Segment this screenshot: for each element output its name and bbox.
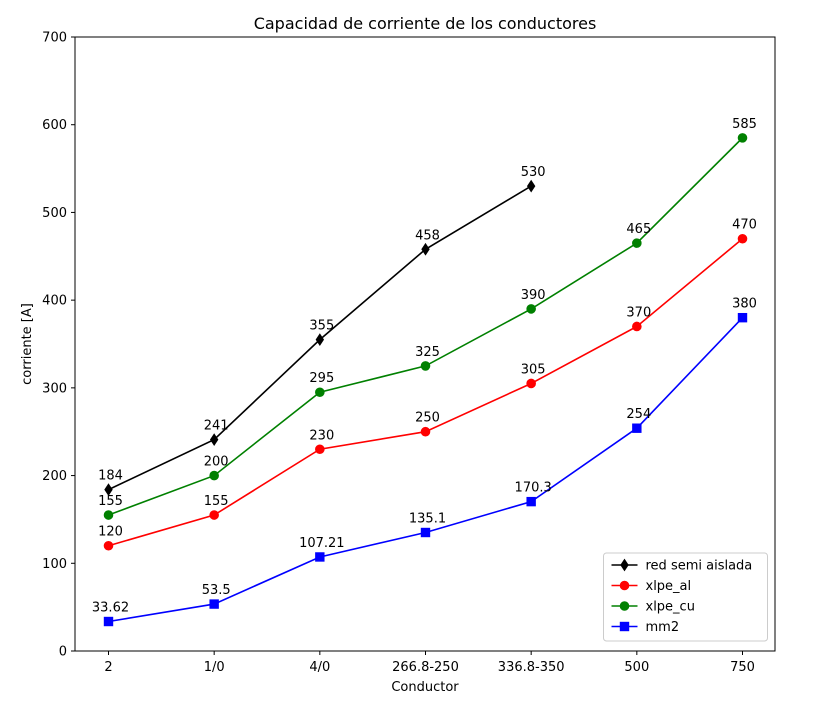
x-tick-label: 1/0 [204, 660, 225, 675]
data-point-xlpe-al [526, 378, 536, 389]
data-label-red-semi-aislada: 530 [521, 165, 546, 180]
data-label-red-semi-aislada: 241 [204, 419, 229, 434]
data-point-red-semi-aislada [315, 333, 325, 347]
series-mm2: 33.62 53.5 107.21 135.1 170.3 254 380 [92, 297, 757, 627]
data-label-xlpe-cu: 390 [521, 288, 546, 303]
x-tick-label: 4/0 [309, 660, 330, 675]
y-tick-label: 0 [59, 645, 67, 660]
data-point-mm2 [103, 616, 114, 627]
data-point-xlpe-al [315, 444, 325, 455]
data-point-xlpe-cu [420, 361, 431, 371]
data-point-xlpe-al [209, 510, 219, 520]
data-point-xlpe-al [737, 233, 748, 244]
x-tick-label: 266.8-250 [392, 660, 459, 675]
data-label-mm2: 170.3 [515, 481, 552, 496]
series-red-semi-aislada: 184 241 355 458 530 [98, 165, 546, 497]
data-label-mm2: 107.21 [299, 536, 345, 551]
data-point-mm2 [315, 552, 325, 562]
x-tick-label: 336.8-350 [498, 660, 565, 675]
series-xlpe-al: 120 155 230 250 305 370 470 [98, 218, 757, 551]
data-point-mm2 [737, 312, 748, 323]
legend-marker-xlpe-al [619, 580, 630, 591]
legend-label-mm2: mm2 [646, 620, 680, 635]
data-label-xlpe-cu: 200 [204, 455, 229, 470]
data-label-xlpe-al: 155 [204, 494, 229, 509]
data-label-xlpe-al: 370 [626, 305, 651, 320]
legend-label-red-semi-aislada: red semi aislada [646, 559, 753, 574]
data-point-xlpe-cu [209, 470, 219, 481]
data-point-xlpe-al [420, 426, 431, 437]
y-tick-label: 600 [42, 118, 67, 133]
data-label-xlpe-cu: 585 [732, 117, 757, 132]
x-tick-label: 750 [730, 660, 755, 675]
data-point-mm2 [526, 496, 536, 507]
data-point-xlpe-cu [737, 133, 748, 143]
legend-marker-xlpe-cu [619, 601, 630, 611]
data-point-xlpe-cu [315, 387, 325, 398]
data-label-xlpe-al: 120 [98, 525, 123, 540]
plot-frame [74, 36, 776, 652]
data-point-xlpe-cu [103, 510, 114, 520]
data-point-mm2 [632, 423, 642, 433]
data-label-xlpe-al: 250 [415, 411, 440, 426]
legend-marker-red-semi-aislada [620, 558, 629, 572]
y-tick-label: 700 [42, 31, 67, 46]
y-axis-label: corriente [A] [20, 303, 35, 385]
data-point-mm2 [420, 527, 431, 538]
legend-box [603, 552, 768, 642]
y-tick-label: 100 [42, 557, 67, 572]
plot-area: 0 100 200 300 400 500 600 700 2 1/0 4/0 266.8-250 33… [42, 31, 757, 676]
legend-label-xlpe-al: xlpe_al [646, 579, 692, 594]
x-tick-label: 500 [624, 660, 649, 675]
data-point-mm2 [209, 599, 219, 609]
data-point-xlpe-al [103, 540, 114, 551]
series-xlpe-cu: 155 200 295 325 390 465 585 [98, 117, 757, 520]
legend: red semi aislada xlpe_al xlpe_cu mm2 [603, 552, 768, 642]
data-label-mm2: 53.5 [202, 583, 231, 598]
data-point-red-semi-aislada [526, 179, 536, 193]
data-label-mm2: 254 [626, 407, 651, 422]
data-label-mm2: 380 [732, 297, 757, 312]
data-label-red-semi-aislada: 458 [415, 228, 440, 243]
legend-label-xlpe-cu: xlpe_cu [646, 600, 695, 615]
data-label-xlpe-al: 230 [309, 428, 334, 443]
y-tick-label: 300 [42, 381, 67, 396]
y-tick-label: 400 [42, 294, 67, 309]
y-tick-label: 200 [42, 469, 67, 484]
data-label-red-semi-aislada: 355 [309, 319, 334, 334]
data-label-xlpe-al: 470 [732, 218, 757, 233]
data-label-red-semi-aislada: 184 [98, 469, 123, 484]
data-label-xlpe-cu: 325 [415, 345, 440, 360]
data-label-xlpe-al: 305 [521, 362, 546, 377]
data-point-red-semi-aislada [421, 242, 430, 256]
x-tick-label: 2 [104, 660, 112, 675]
data-point-xlpe-cu [632, 238, 642, 248]
data-label-xlpe-cu: 295 [309, 371, 334, 386]
data-point-red-semi-aislada [209, 433, 219, 447]
data-point-xlpe-cu [526, 304, 536, 314]
legend-marker-mm2 [619, 621, 630, 632]
data-label-mm2: 33.62 [92, 601, 129, 616]
data-point-red-semi-aislada [104, 483, 113, 497]
data-label-xlpe-cu: 465 [626, 222, 651, 237]
data-label-xlpe-cu: 155 [98, 494, 123, 509]
y-tick-label: 500 [42, 206, 67, 221]
data-label-mm2: 135.1 [409, 511, 446, 526]
x-axis-label: Conductor [391, 680, 459, 695]
chart-title: Capacidad de corriente de los conductore… [254, 14, 597, 33]
data-point-xlpe-al [632, 321, 642, 332]
